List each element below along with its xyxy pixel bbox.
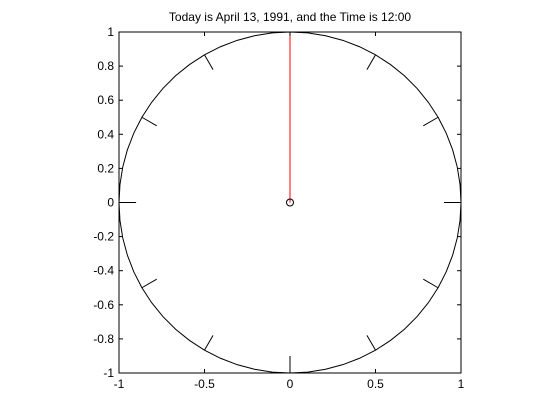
hour-mark-11 bbox=[366, 335, 376, 351]
y-tick-label: 0.8 bbox=[97, 59, 114, 73]
y-tick-label: 0.2 bbox=[97, 161, 114, 175]
hour-mark-5 bbox=[204, 54, 214, 70]
y-tick-label: -0.6 bbox=[93, 298, 114, 312]
y-tick-label: 0 bbox=[107, 196, 114, 210]
hour-mark-9 bbox=[204, 335, 214, 351]
center-marker bbox=[286, 198, 294, 207]
y-tick-label: 0.6 bbox=[97, 93, 114, 107]
hour-mark-3 bbox=[366, 54, 376, 70]
y-tick-label: -0.4 bbox=[93, 264, 114, 278]
y-tick-label: -0.2 bbox=[93, 230, 114, 244]
y-axis: -1 -0.8 -0.6 -0.4 -0.2 0 0.2 0.4 0.6 0.8 1 bbox=[93, 25, 461, 380]
chart-title: Today is April 13, 1991, and the Time is… bbox=[169, 10, 411, 24]
x-tick-label: 0 bbox=[287, 377, 294, 391]
x-tick-label: -1 bbox=[114, 377, 125, 391]
y-tick-label: -0.8 bbox=[93, 332, 114, 346]
y-tick-label: 0.4 bbox=[97, 127, 114, 141]
hour-mark-6 bbox=[141, 116, 157, 127]
x-axis: -1 -0.5 0 0.5 1 bbox=[114, 32, 465, 391]
hour-mark-12 bbox=[423, 278, 439, 289]
y-tick-label: 1 bbox=[107, 25, 114, 39]
hour-mark-8 bbox=[141, 278, 157, 289]
x-tick-label: 1 bbox=[458, 377, 465, 391]
y-tick-label: -1 bbox=[103, 366, 114, 380]
axes-box bbox=[118, 31, 462, 374]
x-tick-label: 0.5 bbox=[367, 377, 384, 391]
x-tick-label: -0.5 bbox=[194, 377, 215, 391]
hour-mark-2 bbox=[423, 116, 439, 127]
